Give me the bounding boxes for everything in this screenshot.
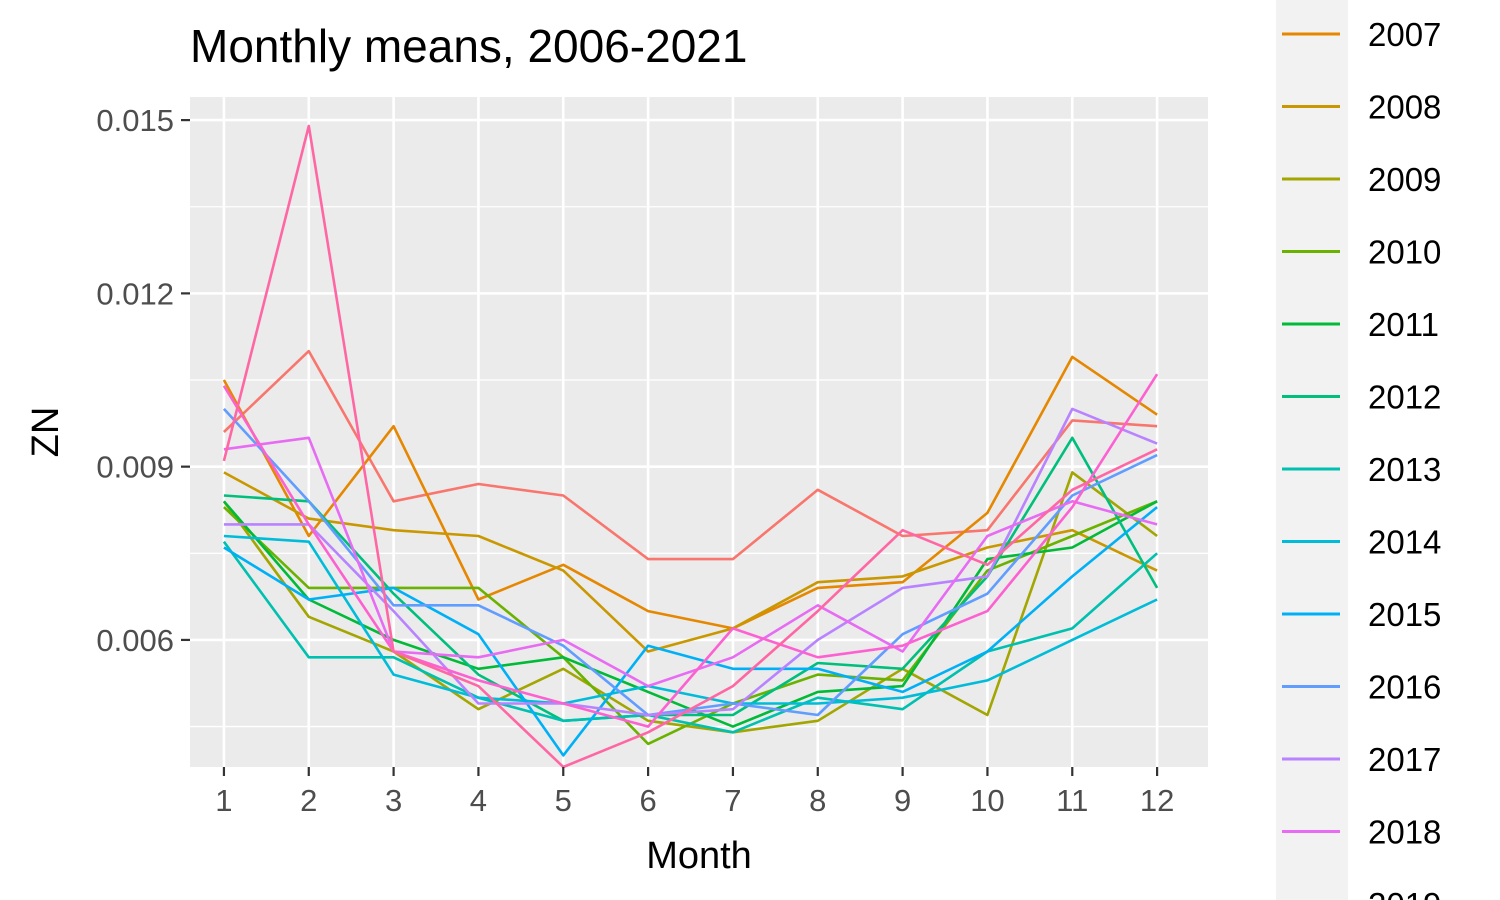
legend-label-2009: 2009 (1368, 161, 1441, 198)
series-line-2014 (223, 534, 1158, 705)
series-lines (222, 124, 1159, 769)
x-axis-title: Month (646, 835, 752, 877)
chart-title: Monthly means, 2006-2021 (190, 20, 747, 72)
legend: 2007 2008 2009 2010 2011 2012 2013 2014 2015 2016… (1282, 16, 1441, 900)
y-tick-label: 0.012 (96, 276, 174, 311)
legend-label-2007: 2007 (1368, 16, 1441, 53)
x-tick-label: 9 (894, 783, 911, 818)
series-line-2017 (223, 407, 1158, 717)
y-tick-label: 0.009 (96, 450, 174, 485)
series-line-2018 (223, 436, 1158, 688)
series-line-2019 (222, 373, 1159, 728)
grid (190, 97, 1208, 767)
series-line-2008 (223, 471, 1158, 653)
x-tick-label: 2 (300, 783, 317, 818)
legend-label-2012: 2012 (1368, 379, 1441, 416)
series-line-unlabeled-0 (223, 349, 1158, 561)
x-tick-label: 6 (639, 783, 656, 818)
legend-label-2015: 2015 (1368, 596, 1441, 633)
x-tick-label: 3 (385, 783, 402, 818)
legend-label-2011: 2011 (1368, 306, 1439, 343)
y-tick-label: 0.006 (96, 623, 174, 658)
x-tick-label: 5 (555, 783, 572, 818)
y-tick-label: 0.015 (96, 103, 174, 138)
x-tick-label: 12 (1140, 783, 1174, 818)
x-tick-label: 8 (809, 783, 826, 818)
legend-label-2014: 2014 (1368, 524, 1441, 561)
y-axis-title: ZN (25, 407, 67, 458)
legend-label-2010: 2010 (1368, 234, 1441, 271)
x-tick-label: 7 (724, 783, 741, 818)
series-line-2007 (222, 355, 1158, 630)
x-tick-label: 1 (215, 783, 232, 818)
legend-label-2018: 2018 (1368, 814, 1441, 851)
series-line-2013 (222, 540, 1158, 734)
legend-background (1276, 0, 1348, 900)
legend-label-2016: 2016 (1368, 669, 1441, 706)
x-tick-label: 4 (470, 783, 487, 818)
x-tick-label: 10 (970, 783, 1004, 818)
legend-label-2013: 2013 (1368, 451, 1441, 488)
legend-label-2019: 2019 (1368, 886, 1441, 900)
series-line-unlabeled-14 (222, 124, 1158, 769)
legend-label-2017: 2017 (1368, 741, 1441, 778)
x-tick-label: 11 (1056, 783, 1088, 818)
legend-label-2008: 2008 (1368, 89, 1441, 126)
